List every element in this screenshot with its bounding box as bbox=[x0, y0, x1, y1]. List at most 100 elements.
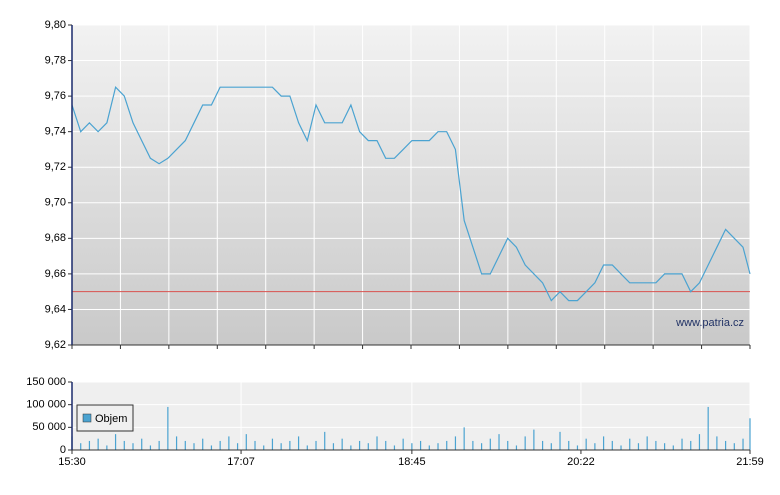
volume-bar bbox=[358, 440, 361, 450]
volume-bar bbox=[620, 445, 622, 450]
y-tick-label: 9,66 bbox=[45, 268, 66, 280]
volume-bar bbox=[698, 434, 701, 450]
volume-bar bbox=[376, 436, 378, 450]
y-tick-label: 9,72 bbox=[45, 161, 66, 173]
volume-bar bbox=[446, 440, 448, 450]
volume-bar bbox=[568, 440, 570, 450]
volume-bar bbox=[489, 438, 491, 450]
volume-bar bbox=[463, 427, 465, 450]
volume-bar bbox=[236, 443, 239, 450]
volume-bar bbox=[742, 438, 744, 450]
y-tick-label: 9,74 bbox=[45, 126, 66, 138]
volume-bar bbox=[114, 434, 117, 450]
volume-bar bbox=[733, 443, 735, 450]
volume-bar bbox=[724, 440, 727, 450]
volume-bar bbox=[332, 443, 335, 450]
volume-bar bbox=[219, 440, 221, 450]
volume-bar bbox=[655, 440, 657, 450]
y-tick-label: 9,62 bbox=[45, 339, 66, 351]
x-tick-label: 20:22 bbox=[567, 456, 595, 468]
volume-bar bbox=[280, 443, 282, 450]
volume-bar bbox=[193, 443, 195, 450]
y-tick-label: 9,64 bbox=[45, 303, 66, 315]
x-tick-label: 17:07 bbox=[227, 456, 255, 468]
volume-bar bbox=[123, 440, 125, 450]
y-tick-label: 0 bbox=[60, 444, 66, 456]
volume-bar bbox=[611, 440, 613, 450]
volume-bar bbox=[80, 443, 82, 450]
legend-swatch bbox=[82, 413, 92, 423]
legend-box bbox=[76, 404, 134, 432]
volume-bar bbox=[585, 438, 587, 450]
volume-bar bbox=[672, 445, 674, 450]
volume-bar bbox=[576, 445, 579, 450]
volume-bar bbox=[690, 440, 692, 450]
volume-bar bbox=[454, 436, 457, 450]
volume-bar bbox=[663, 443, 666, 450]
volume-bar bbox=[707, 406, 709, 450]
volume-bar bbox=[106, 445, 108, 450]
volume-bar bbox=[228, 436, 230, 450]
volume-bar bbox=[210, 445, 213, 450]
volume-bar bbox=[515, 445, 518, 450]
volume-bar bbox=[533, 429, 535, 450]
y-tick-label: 50 000 bbox=[32, 421, 66, 433]
volume-plot-area bbox=[72, 382, 750, 450]
volume-bar bbox=[716, 436, 718, 450]
volume-bar bbox=[559, 431, 561, 450]
volume-bar bbox=[629, 438, 631, 450]
volume-bar bbox=[263, 445, 265, 450]
y-tick-label: 9,68 bbox=[45, 232, 66, 244]
volume-bar bbox=[297, 436, 300, 450]
volume-bar bbox=[411, 443, 413, 450]
volume-bar bbox=[402, 438, 404, 450]
volume-bar bbox=[167, 406, 169, 450]
volume-bar bbox=[184, 440, 186, 450]
volume-bar bbox=[498, 434, 500, 450]
volume-bar bbox=[350, 445, 352, 450]
volume-bar bbox=[341, 438, 343, 450]
volume-bar bbox=[749, 418, 751, 450]
volume-bar bbox=[437, 443, 439, 450]
volume-bar bbox=[524, 436, 526, 450]
volume-bar bbox=[550, 443, 552, 450]
volume-bar bbox=[306, 445, 308, 450]
y-tick-label: 9,70 bbox=[45, 197, 66, 209]
volume-bar bbox=[289, 440, 291, 450]
x-tick-label: 18:45 bbox=[398, 456, 426, 468]
volume-bar bbox=[637, 443, 640, 450]
volume-bar bbox=[472, 440, 474, 450]
x-tick-label: 15:30 bbox=[58, 456, 86, 468]
price-line bbox=[71, 86, 751, 302]
volume-bar bbox=[480, 443, 483, 450]
volume-bar bbox=[428, 445, 430, 450]
volume-bar bbox=[158, 440, 160, 450]
volume-bar bbox=[88, 440, 91, 450]
volume-bar bbox=[681, 438, 683, 450]
volume-bar bbox=[202, 438, 204, 450]
volume-bar bbox=[324, 431, 326, 450]
volume-bar bbox=[646, 436, 648, 450]
y-tick-label: 100 000 bbox=[26, 399, 66, 411]
volume-bar bbox=[175, 436, 178, 450]
volume-bar bbox=[419, 440, 422, 450]
volume-bar bbox=[132, 443, 134, 450]
volume-bar bbox=[507, 440, 509, 450]
volume-bar bbox=[367, 443, 369, 450]
volume-bar bbox=[97, 438, 99, 450]
volume-bar bbox=[385, 440, 387, 450]
volume-bar bbox=[271, 438, 274, 450]
watermark: www.patria.cz bbox=[675, 317, 744, 329]
y-tick-label: 9,78 bbox=[45, 54, 66, 66]
volume-bar bbox=[594, 443, 596, 450]
volume-bar bbox=[602, 436, 605, 450]
volume-bar bbox=[541, 440, 544, 450]
y-tick-label: 150 000 bbox=[26, 376, 66, 388]
y-tick-label: 9,76 bbox=[45, 90, 66, 102]
volume-bar bbox=[149, 445, 152, 450]
x-tick-label: 21:59 bbox=[736, 456, 764, 468]
volume-bar bbox=[141, 438, 143, 450]
volume-bar bbox=[254, 440, 256, 450]
volume-bar bbox=[315, 440, 317, 450]
